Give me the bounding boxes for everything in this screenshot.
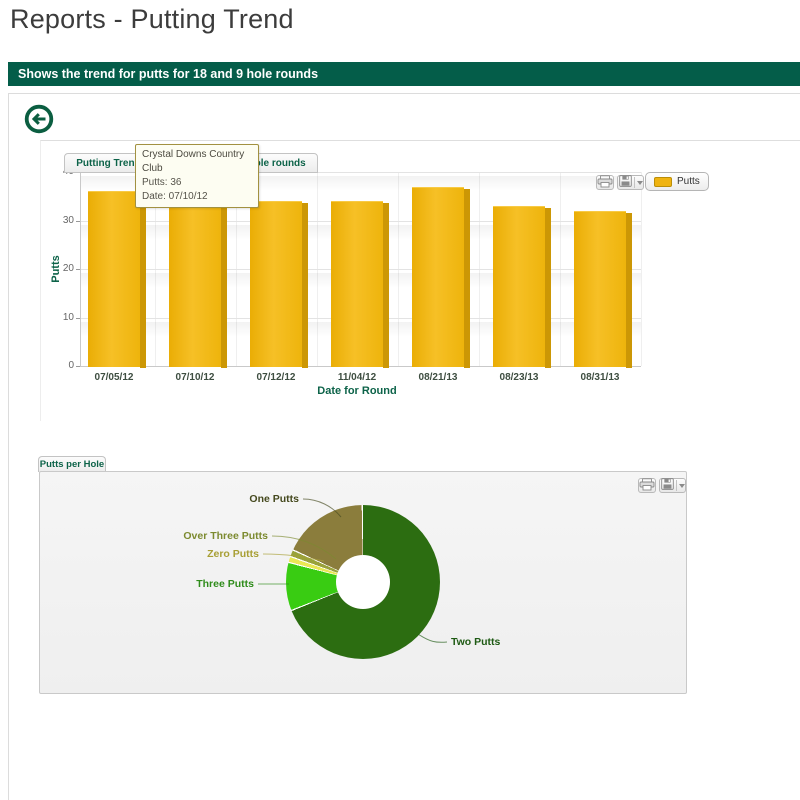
putts-per-hole-tab[interactable]: Putts per Hole (38, 456, 106, 472)
legend-label: Putts (677, 176, 700, 187)
back-arrow-icon (24, 104, 54, 137)
x-axis-title: Date for Round (317, 385, 397, 397)
back-button[interactable] (24, 104, 54, 134)
tooltip-club-name: Crystal Downs Country Club (142, 149, 245, 174)
print-chart-button[interactable] (638, 477, 656, 494)
putts-per-hole-panel: One Putts Over Three Putts Zero Putts Th… (39, 471, 687, 694)
tooltip-putts: Putts: 36 (142, 177, 182, 188)
donut-hole (336, 555, 390, 609)
button-divider (633, 177, 635, 188)
pie-label-one-putts: One Putts (249, 493, 299, 505)
chevron-down-icon (636, 180, 643, 185)
pie-label-two-putts: Two Putts (451, 636, 501, 648)
legend-swatch (654, 176, 672, 187)
chart-tooltip: Crystal Downs Country Club Putts: 36 Dat… (135, 144, 259, 208)
chevron-down-icon (678, 483, 685, 488)
putting-trend-chart-panel (40, 140, 800, 421)
print-chart-button[interactable] (596, 174, 614, 191)
pie-label-three-putts: Three Putts (196, 578, 254, 590)
pie-label-over-three-putts: Over Three Putts (183, 530, 268, 542)
button-divider (675, 480, 677, 491)
tooltip-date: Date: 07/10/12 (142, 191, 208, 202)
page-title: Reports - Putting Trend (10, 4, 294, 34)
pie-label-zero-putts: Zero Putts (207, 548, 259, 560)
printer-icon (639, 477, 655, 494)
printer-icon (597, 174, 613, 191)
putts-per-hole-donut[interactable] (286, 505, 440, 659)
save-icon (618, 175, 632, 190)
info-banner-text: Shows the trend for putts for 18 and 9 h… (18, 67, 319, 81)
legend[interactable]: Putts (645, 172, 709, 191)
save-chart-button[interactable] (659, 478, 686, 493)
save-chart-button[interactable] (617, 175, 644, 190)
y-axis-title: Putts (50, 255, 62, 283)
info-banner: Shows the trend for putts for 18 and 9 h… (8, 62, 800, 86)
save-icon (660, 478, 674, 493)
